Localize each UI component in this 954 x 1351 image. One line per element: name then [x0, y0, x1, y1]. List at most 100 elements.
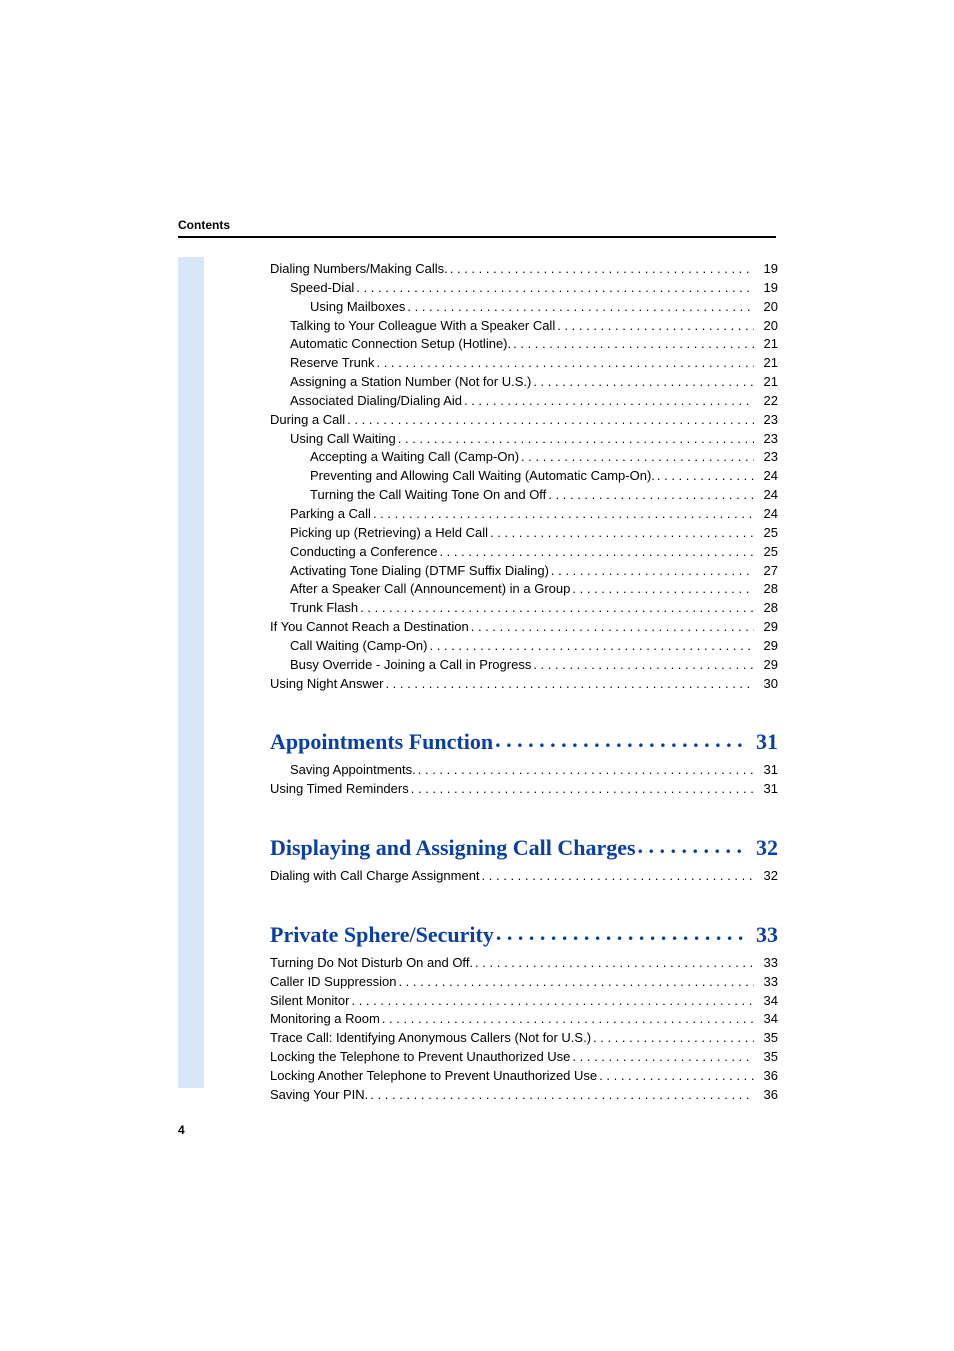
leader-dots: [411, 780, 754, 793]
leader-dots: [496, 920, 748, 942]
toc-label: Parking a Call: [290, 505, 371, 524]
toc-page: 34: [756, 1010, 778, 1029]
header-rule: [178, 236, 776, 238]
toc-label: Automatic Connection Setup (Hotline).: [290, 335, 511, 354]
toc-row[interactable]: Monitoring a Room 34: [270, 1010, 778, 1029]
leader-dots: [347, 411, 754, 424]
toc-row[interactable]: After a Speaker Call (Announcement) in a…: [270, 580, 778, 599]
toc-row[interactable]: Associated Dialing/Dialing Aid22: [270, 392, 778, 411]
leader-dots: [430, 637, 755, 650]
toc-row[interactable]: Saving Appointments.31: [270, 761, 778, 780]
toc-row[interactable]: Conducting a Conference25: [270, 543, 778, 562]
toc-row[interactable]: Trace Call: Identifying Anonymous Caller…: [270, 1029, 778, 1048]
toc-row[interactable]: Saving Your PIN.36: [270, 1086, 778, 1105]
toc-label: If You Cannot Reach a Destination: [270, 618, 469, 637]
toc-label: Using Timed Reminders: [270, 780, 409, 799]
section-heading-private-sphere[interactable]: Private Sphere/Security 33: [270, 920, 778, 948]
toc-label: Silent Monitor: [270, 992, 349, 1011]
toc-page: 32: [756, 867, 778, 886]
toc-label: Busy Override - Joining a Call in Progre…: [290, 656, 531, 675]
toc-page: 33: [756, 973, 778, 992]
toc-row[interactable]: Locking Another Telephone to Prevent Una…: [270, 1067, 778, 1086]
toc-page: 27: [756, 562, 778, 581]
leader-dots: [385, 675, 754, 688]
toc-label: Using Mailboxes: [310, 298, 405, 317]
toc-page: 30: [756, 675, 778, 694]
toc-page: 35: [756, 1029, 778, 1048]
toc-row[interactable]: Preventing and Allowing Call Waiting (Au…: [270, 467, 778, 486]
toc-row[interactable]: Using Timed Reminders31: [270, 780, 778, 799]
leader-dots: [482, 867, 754, 880]
toc-row[interactable]: Busy Override - Joining a Call in Progre…: [270, 656, 778, 675]
toc-page: 25: [756, 524, 778, 543]
toc-page: 24: [756, 486, 778, 505]
toc-row[interactable]: Trunk Flash 28: [270, 599, 778, 618]
toc-row[interactable]: Parking a Call 24: [270, 505, 778, 524]
leader-dots: [657, 467, 754, 480]
toc-row[interactable]: Turning Do Not Disturb On and Off.33: [270, 954, 778, 973]
header-contents-label: Contents: [178, 218, 230, 232]
leader-dots: [572, 580, 754, 593]
toc-label: Trace Call: Identifying Anonymous Caller…: [270, 1029, 591, 1048]
toc-page: 23: [756, 430, 778, 449]
toc-row[interactable]: Assigning a Station Number (Not for U.S.…: [270, 373, 778, 392]
toc-label: Dialing with Call Charge Assignment: [270, 867, 480, 886]
toc-page: 22: [756, 392, 778, 411]
leader-dots: [398, 430, 754, 443]
toc-label: Speed-Dial: [290, 279, 354, 298]
toc-row[interactable]: Automatic Connection Setup (Hotline).21: [270, 335, 778, 354]
toc-row[interactable]: Locking the Telephone to Prevent Unautho…: [270, 1048, 778, 1067]
leader-dots: [382, 1010, 754, 1023]
toc-row[interactable]: Reserve Trunk21: [270, 354, 778, 373]
page: Contents Dialing Numbers/Making Calls.19…: [0, 0, 954, 1351]
toc-row[interactable]: Picking up (Retrieving) a Held Call25: [270, 524, 778, 543]
toc-row[interactable]: Speed-Dial19: [270, 279, 778, 298]
toc-label: During a Call: [270, 411, 345, 430]
toc-row[interactable]: Talking to Your Colleague With a Speaker…: [270, 317, 778, 336]
section-heading-appointments[interactable]: Appointments Function 31: [270, 727, 778, 755]
section-heading-label: Displaying and Assigning Call Charges: [270, 835, 636, 861]
toc-label: Assigning a Station Number (Not for U.S.…: [290, 373, 531, 392]
leader-dots: [360, 599, 754, 612]
toc-row[interactable]: Using Night Answer30: [270, 675, 778, 694]
toc-label: Activating Tone Dialing (DTMF Suffix Dia…: [290, 562, 549, 581]
section-heading-label: Appointments Function: [270, 729, 493, 755]
leader-dots: [638, 833, 748, 855]
leader-dots: [548, 486, 754, 499]
toc-page: 25: [756, 543, 778, 562]
toc-row[interactable]: During a Call23: [270, 411, 778, 430]
toc-row[interactable]: Activating Tone Dialing (DTMF Suffix Dia…: [270, 562, 778, 581]
toc-row[interactable]: Silent Monitor34: [270, 992, 778, 1011]
toc-group-2: Dialing with Call Charge Assignment 32: [270, 867, 778, 886]
toc-label: Dialing Numbers/Making Calls.: [270, 260, 448, 279]
toc-row[interactable]: Caller ID Suppression 33: [270, 973, 778, 992]
toc-row[interactable]: Turning the Call Waiting Tone On and Off…: [270, 486, 778, 505]
toc-label: Caller ID Suppression: [270, 973, 396, 992]
toc-row[interactable]: Call Waiting (Camp-On)29: [270, 637, 778, 656]
toc-label: Trunk Flash: [290, 599, 358, 618]
toc-row[interactable]: Dialing with Call Charge Assignment 32: [270, 867, 778, 886]
toc-page: 36: [756, 1067, 778, 1086]
toc-label: Monitoring a Room: [270, 1010, 380, 1029]
toc-page: 29: [756, 618, 778, 637]
toc-row[interactable]: If You Cannot Reach a Destination 29: [270, 618, 778, 637]
toc-label: Turning Do Not Disturb On and Off.: [270, 954, 473, 973]
toc-page: 24: [756, 505, 778, 524]
toc-page: 35: [756, 1048, 778, 1067]
leader-dots: [351, 992, 754, 1005]
leader-dots: [593, 1029, 754, 1042]
toc-page: 21: [756, 373, 778, 392]
toc-row[interactable]: Using Call Waiting23: [270, 430, 778, 449]
toc-row[interactable]: Dialing Numbers/Making Calls.19: [270, 260, 778, 279]
toc-row[interactable]: Using Mailboxes20: [270, 298, 778, 317]
leader-dots: [572, 1048, 754, 1061]
section-heading-call-charges[interactable]: Displaying and Assigning Call Charges 32: [270, 833, 778, 861]
toc-row[interactable]: Accepting a Waiting Call (Camp-On)23: [270, 448, 778, 467]
leader-dots: [557, 317, 754, 330]
toc-group-1: Saving Appointments.31Using Timed Remind…: [270, 761, 778, 799]
toc-page: 28: [756, 599, 778, 618]
toc-page: 31: [756, 761, 778, 780]
toc-page: 28: [756, 580, 778, 599]
leader-dots: [373, 505, 754, 518]
leader-dots: [356, 279, 754, 292]
